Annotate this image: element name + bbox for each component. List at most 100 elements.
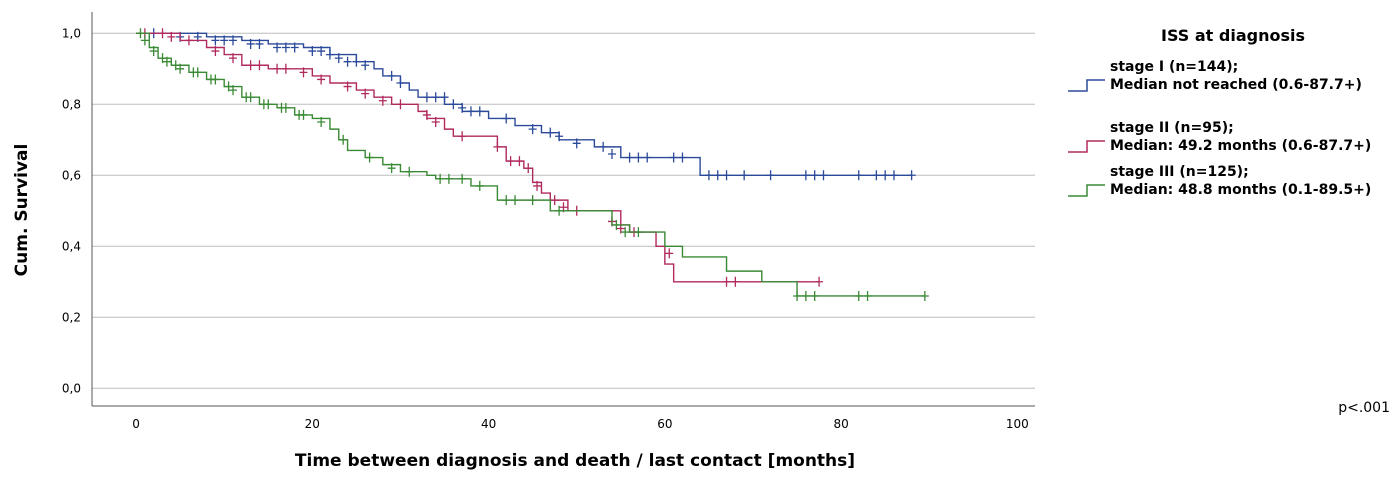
censor-mark	[317, 46, 326, 57]
censor-mark	[317, 74, 326, 85]
censor-mark	[365, 152, 374, 163]
y-tick-label: 0,6	[62, 168, 81, 182]
censor-mark	[665, 248, 674, 259]
censor-mark	[740, 170, 749, 181]
censor-mark	[158, 28, 167, 39]
censor-mark	[273, 63, 282, 74]
censor-mark	[211, 74, 220, 85]
censor-mark	[246, 92, 255, 103]
censor-mark	[299, 67, 308, 78]
censor-mark	[193, 67, 202, 78]
censor-mark	[920, 290, 929, 301]
censor-mark	[167, 31, 176, 42]
tick-labels: 0,0 0,2 0,4 0,6 0,8 1,0 0 20 40 60 80 100	[62, 26, 1029, 431]
censor-mark	[361, 60, 370, 71]
censor-mark	[810, 290, 819, 301]
legend-swatch-1	[1068, 79, 1105, 92]
censor-mark	[528, 124, 537, 135]
censor-mark	[607, 148, 616, 159]
censor-mark	[444, 173, 453, 184]
censor-mark	[907, 170, 916, 181]
censor-mark	[352, 56, 361, 67]
censor-mark	[224, 81, 233, 92]
censor-mark	[387, 163, 396, 174]
legend-label-3: stage III (n=125);	[1110, 164, 1249, 180]
censor-mark	[550, 195, 559, 206]
censor-mark	[810, 170, 819, 181]
legend: stage I (n=144); Median not reached (0.6-…	[1068, 59, 1371, 198]
legend-swatch-3	[1068, 184, 1105, 197]
censor-mark	[854, 170, 863, 181]
x-tick-label: 60	[657, 417, 672, 431]
censor-mark	[264, 99, 273, 110]
censor-mark	[396, 77, 405, 88]
censor-mark	[528, 195, 537, 206]
censor-mark	[475, 106, 484, 117]
y-tick-label: 0,0	[62, 381, 81, 395]
censor-mark	[162, 56, 171, 67]
censor-mark	[854, 290, 863, 301]
censor-mark	[458, 131, 467, 142]
censor-mark	[634, 227, 643, 238]
censor-mark	[524, 163, 533, 174]
censor-mark	[466, 106, 475, 117]
censor-mark	[136, 28, 145, 39]
censor-mark	[229, 35, 238, 46]
censor-mark	[634, 152, 643, 163]
censor-mark	[334, 53, 343, 64]
legend-title: ISS at diagnosis	[1161, 26, 1305, 45]
censor-mark	[881, 170, 890, 181]
censor-mark	[449, 99, 458, 110]
censor-mark	[255, 38, 264, 49]
censor-mark	[220, 35, 229, 46]
censor-mark	[378, 95, 387, 106]
censor-mark	[533, 180, 542, 191]
legend-detail-1: Median not reached (0.6-87.7+)	[1110, 77, 1362, 93]
censor-mark	[211, 35, 220, 46]
censor-mark	[246, 60, 255, 71]
censor-mark	[229, 53, 238, 64]
legend-swatch-2	[1068, 140, 1105, 153]
censor-mark	[422, 109, 431, 120]
censor-mark	[436, 173, 445, 184]
x-tick-label: 40	[481, 417, 496, 431]
censor-mark	[722, 170, 731, 181]
censor-mark	[819, 170, 828, 181]
censor-mark	[431, 92, 440, 103]
censor-mark	[572, 138, 581, 149]
censor-mark	[722, 276, 731, 287]
legend-detail-2: Median: 49.2 months (0.6-87.7+)	[1110, 138, 1371, 154]
grid-lines	[92, 32, 1035, 389]
legend-label-1: stage I (n=144);	[1110, 59, 1238, 75]
y-tick-label: 1,0	[62, 26, 81, 40]
censor-mark	[502, 113, 511, 124]
x-axis-title: Time between diagnosis and death / last …	[295, 451, 855, 471]
legend-detail-3: Median: 48.8 months (0.1-89.5+)	[1110, 182, 1371, 198]
censor-mark	[493, 141, 502, 152]
censor-mark	[325, 49, 334, 60]
censor-mark	[176, 63, 185, 74]
censor-mark	[149, 46, 158, 57]
censor-mark	[308, 46, 317, 57]
censor-mark	[678, 152, 687, 163]
censor-mark	[458, 173, 467, 184]
censor-mark	[290, 42, 299, 53]
censor-mark	[361, 88, 370, 99]
censor-mark	[387, 70, 396, 81]
p-value-annotation: p<.001	[1338, 400, 1390, 416]
censor-mark	[625, 152, 634, 163]
censor-mark	[440, 92, 449, 103]
censor-mark	[281, 63, 290, 74]
censor-mark	[766, 170, 775, 181]
survival-curve-3	[136, 32, 925, 297]
censor-mark	[281, 42, 290, 53]
y-tick-label: 0,2	[62, 310, 81, 324]
censor-mark	[713, 170, 722, 181]
censor-mark	[184, 35, 193, 46]
x-tick-label: 0	[132, 417, 140, 431]
censor-mark	[704, 170, 713, 181]
censor-mark	[731, 276, 740, 287]
censor-mark	[872, 170, 881, 181]
censor-mark	[396, 99, 405, 110]
